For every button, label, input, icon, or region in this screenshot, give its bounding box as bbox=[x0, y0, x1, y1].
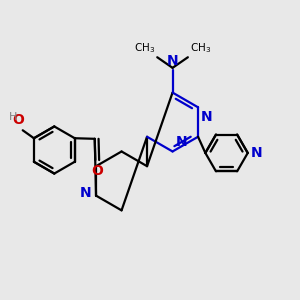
Text: CH$_3$: CH$_3$ bbox=[190, 42, 211, 56]
Text: O: O bbox=[92, 164, 103, 178]
Text: H: H bbox=[9, 112, 17, 122]
Text: N: N bbox=[251, 146, 262, 160]
Text: CH$_3$: CH$_3$ bbox=[134, 42, 155, 56]
Text: O: O bbox=[13, 113, 25, 127]
Text: N: N bbox=[167, 54, 178, 68]
Text: N: N bbox=[176, 135, 187, 149]
Text: N: N bbox=[80, 186, 91, 200]
Text: N: N bbox=[201, 110, 213, 124]
